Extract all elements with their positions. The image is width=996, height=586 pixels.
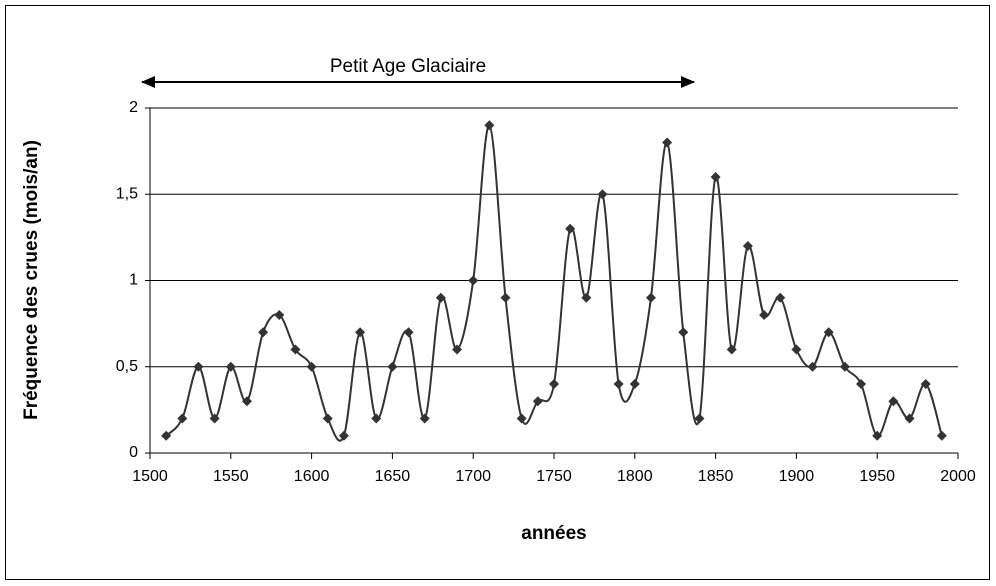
x-tick-label: 2000: [940, 468, 976, 485]
marker: [371, 413, 382, 424]
frame: [5, 5, 990, 580]
marker: [322, 413, 333, 424]
marker: [274, 310, 285, 320]
marker: [856, 379, 867, 389]
y-tick-label: 2: [129, 99, 138, 116]
marker: [516, 413, 527, 424]
y-tick-label: 1,5: [116, 185, 138, 202]
marker: [597, 189, 608, 200]
marker: [807, 361, 818, 372]
marker: [500, 292, 511, 303]
annotation: Petit Age Glaciaire: [330, 56, 486, 77]
y-tick-label: 0: [129, 444, 138, 461]
marker: [645, 292, 656, 303]
marker: [193, 361, 204, 372]
x-tick-label: 1950: [859, 468, 895, 485]
x-tick-label: 1600: [294, 468, 330, 485]
marker: [775, 292, 786, 303]
x-tick-label: 1750: [536, 468, 572, 485]
marker: [694, 413, 705, 424]
series-line: [165, 124, 943, 442]
marker: [791, 344, 802, 355]
y-tick-label: 1: [129, 272, 138, 289]
marker: [387, 361, 398, 372]
x-tick-label: 1850: [698, 468, 734, 485]
x-tick-label: 1700: [455, 468, 491, 485]
marker: [306, 361, 317, 372]
marker: [904, 413, 915, 424]
marker: [920, 379, 931, 389]
x-tick-label: 1900: [779, 468, 815, 485]
marker: [549, 379, 559, 389]
marker: [452, 344, 463, 355]
marker: [629, 379, 640, 389]
marker: [241, 396, 252, 407]
marker: [565, 223, 576, 234]
marker: [759, 310, 770, 320]
x-axis-title: années: [521, 523, 586, 544]
marker: [872, 430, 883, 441]
marker: [581, 292, 592, 303]
marker: [532, 396, 543, 407]
marker: [225, 361, 236, 372]
marker: [468, 275, 479, 286]
x-tick-label: 1500: [132, 468, 168, 485]
x-tick-label: 1800: [617, 468, 653, 485]
marker: [613, 379, 624, 389]
marker: [177, 413, 188, 424]
marker: [419, 413, 430, 424]
marker: [338, 430, 349, 441]
marker: [710, 172, 721, 182]
x-tick-label: 1550: [213, 468, 249, 485]
y-axis-title: Fréquence des crues (mois/an): [21, 140, 42, 420]
marker: [209, 413, 220, 424]
marker: [290, 344, 301, 355]
marker: [161, 430, 172, 441]
marker: [742, 241, 753, 251]
marker: [678, 327, 689, 338]
marker: [435, 292, 446, 303]
marker: [936, 430, 947, 441]
marker: [726, 344, 737, 355]
y-tick-label: 0,5: [116, 358, 138, 375]
marker: [888, 396, 899, 407]
marker: [258, 327, 269, 338]
marker: [355, 327, 366, 338]
marker: [662, 137, 673, 148]
x-tick-label: 1650: [375, 468, 411, 485]
marker: [823, 327, 834, 338]
marker: [403, 327, 414, 338]
marker: [484, 120, 495, 131]
marker: [839, 361, 850, 372]
